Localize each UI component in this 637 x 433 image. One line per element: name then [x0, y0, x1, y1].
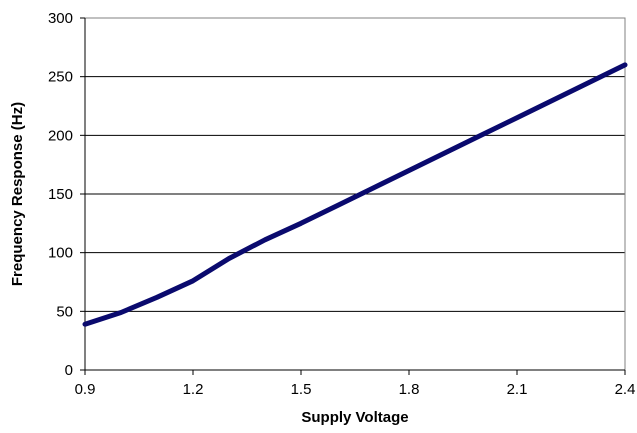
y-tick-label: 0	[65, 362, 73, 379]
x-tick-labels: 0.9 1.2 1.5 1.8 2.1 2.4	[75, 381, 636, 398]
y-tick-label: 250	[48, 69, 73, 86]
x-axis-title: Supply Voltage	[301, 409, 408, 426]
y-tick-label: 150	[48, 186, 73, 203]
x-tick-label: 0.9	[75, 381, 96, 398]
y-tick-label: 200	[48, 127, 73, 144]
y-axis-title: Frequency Response (Hz)	[9, 102, 26, 286]
gridlines	[85, 17, 625, 312]
y-tick-label: 50	[56, 303, 73, 320]
series-group	[82, 62, 628, 327]
axes	[80, 17, 626, 375]
x-tick-label: 2.1	[507, 381, 528, 398]
x-tick-label: 1.2	[183, 381, 204, 398]
x-tick-label: 1.8	[399, 381, 420, 398]
y-tick-labels: 0 50 100 150 200 250 300	[48, 10, 73, 379]
x-tick-label: 2.4	[615, 381, 636, 398]
y-tick-label: 100	[48, 245, 73, 262]
series-line-0	[82, 62, 628, 327]
y-tick-label: 300	[48, 10, 73, 27]
x-tick-label: 1.5	[291, 381, 312, 398]
